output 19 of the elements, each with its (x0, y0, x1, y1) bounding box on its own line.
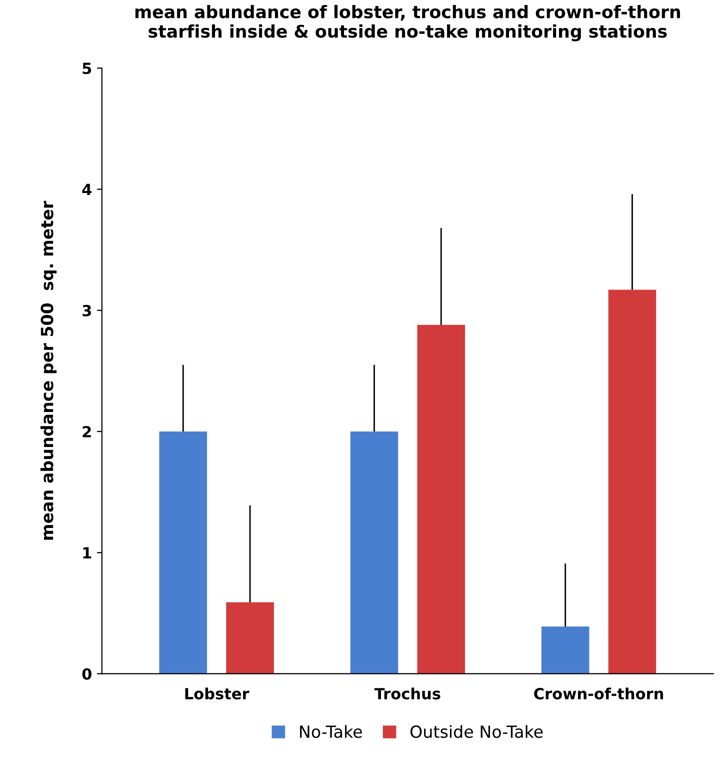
y-tick-label: 3 (82, 304, 91, 316)
bar (350, 431, 398, 674)
y-tick-label: 5 (82, 62, 92, 74)
x-tick-label: Crown-of-thorn (534, 688, 664, 700)
legend-label: Outside No-Take (410, 725, 543, 738)
y-tick-label: 4 (82, 184, 92, 196)
y-axis-title: mean abundance per 500 sq. meter (40, 200, 57, 540)
x-tick-label: Lobster (185, 688, 250, 700)
y-tick-label: 0 (82, 668, 92, 680)
x-tick-label: Trochus (374, 688, 440, 700)
bar (608, 290, 656, 674)
bar (226, 602, 274, 674)
legend-label: No-Take (300, 725, 362, 738)
bar (541, 626, 590, 674)
y-tick-label: 1 (83, 547, 92, 558)
chart-title: mean abundance of lobster, trochus and crown-of-thorn starfish inside & outside no-take monitoring stations (135, 4, 680, 42)
bar (417, 324, 466, 674)
bar (159, 431, 208, 674)
y-tick-label: 2 (82, 426, 91, 438)
